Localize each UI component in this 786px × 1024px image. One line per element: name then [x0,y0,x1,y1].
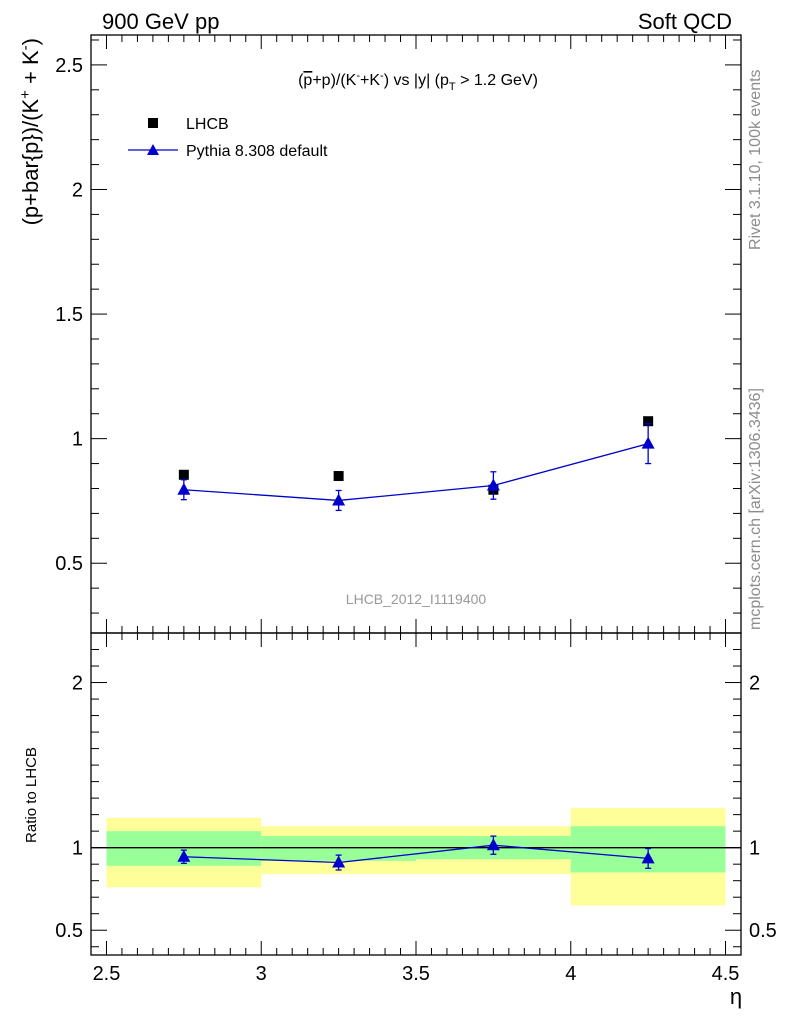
rivet-label: Rivet 3.1.10, 100k events [747,69,764,250]
title-vs: ) vs |y| (p [384,72,449,89]
analysis-id: LHCB_2012_I1119400 [346,591,487,607]
mcplots-label: mcplots.cern.ch [arXiv:1306.3436] [747,388,764,630]
y-tick-label: 1.5 [55,304,83,326]
ratio-panel: 2.5 3 3.5 4 4.5 0.5 0.5 1 1 2 2 [55,632,777,985]
y-tick-label: 0.5 [749,920,777,942]
ylabel-minus: - [17,45,34,50]
ratio-x-ticks: 2.5 3 3.5 4 4.5 [93,633,740,985]
x-tick-label: 2.5 [93,963,121,985]
ratio-data-point [486,838,500,851]
ylabel-end: ) [18,38,43,45]
header-left: 900 GeV pp [102,9,219,34]
x-tick-label: 3.5 [402,963,430,985]
ratio-data-point [641,851,655,864]
y-tick-label: 0.5 [55,553,83,575]
main-y-ticks: 0.5 1 1.5 2 2.5 [55,39,741,614]
ratio-data-point [332,855,346,868]
ratio-y-axis-label: Ratio to LHCB [23,747,40,843]
lhcb-data-point [178,469,189,480]
y-tick-label: 2 [749,673,760,695]
title-plus: +K [360,72,380,89]
y-tick-label: 0.5 [55,920,83,942]
main-x-ticks [105,35,727,633]
pythia-data-point [332,493,346,506]
x-tick-label: 4 [565,963,576,985]
title-minus-2: - [380,70,384,82]
pythia-line [183,443,649,502]
pythia-data-point [486,478,500,491]
ylabel-mid: + K [18,50,43,90]
y-tick-label: 2.5 [55,55,83,77]
ratio-line [183,844,649,864]
y-tick-label: 2 [72,179,83,201]
ratio-frame [90,632,742,956]
ratio-y-ticks: 0.5 0.5 1 1 2 2 [55,649,777,948]
main-panel: 0.511.522.5 (p+p)/(K-+K-) vs |y| (pT > 1… [55,34,742,634]
plot-title: (p+p)/(K-+K-) vs |y| (pT > 1.2 GeV) [298,70,538,93]
lhcb-data-point [333,471,344,482]
pythia-data-point [641,436,655,449]
lhcb-data-point [643,416,654,427]
title-minus-1: - [356,70,360,82]
main-y-axis-label: (p+bar{p})/(K+ + K-) [17,38,43,225]
x-tick-label: 3 [256,963,267,985]
title-pbar: p [303,72,312,89]
x-axis-label: η [730,984,742,1009]
y-tick-label: 2 [72,673,83,695]
legend-label-pythia: Pythia 8.308 default [186,143,328,160]
title-cut: > 1.2 GeV) [456,72,538,89]
pythia-data-point [177,482,191,495]
y-tick-label: 1 [72,429,83,451]
ratio-data-point [177,849,191,862]
x-tick-label: 4.5 [712,963,740,985]
legend-marker-lhcb [148,118,158,128]
legend-marker-pythia [147,144,159,155]
title-sub-t: T [449,81,456,93]
header-right: Soft QCD [638,9,732,34]
y-tick-label: 1 [72,838,83,860]
y-tick-label: 1 [749,838,760,860]
ylabel-plus: + [17,90,34,99]
legend-label-lhcb: LHCB [186,116,229,133]
legend: LHCB Pythia 8.308 default [128,116,328,160]
